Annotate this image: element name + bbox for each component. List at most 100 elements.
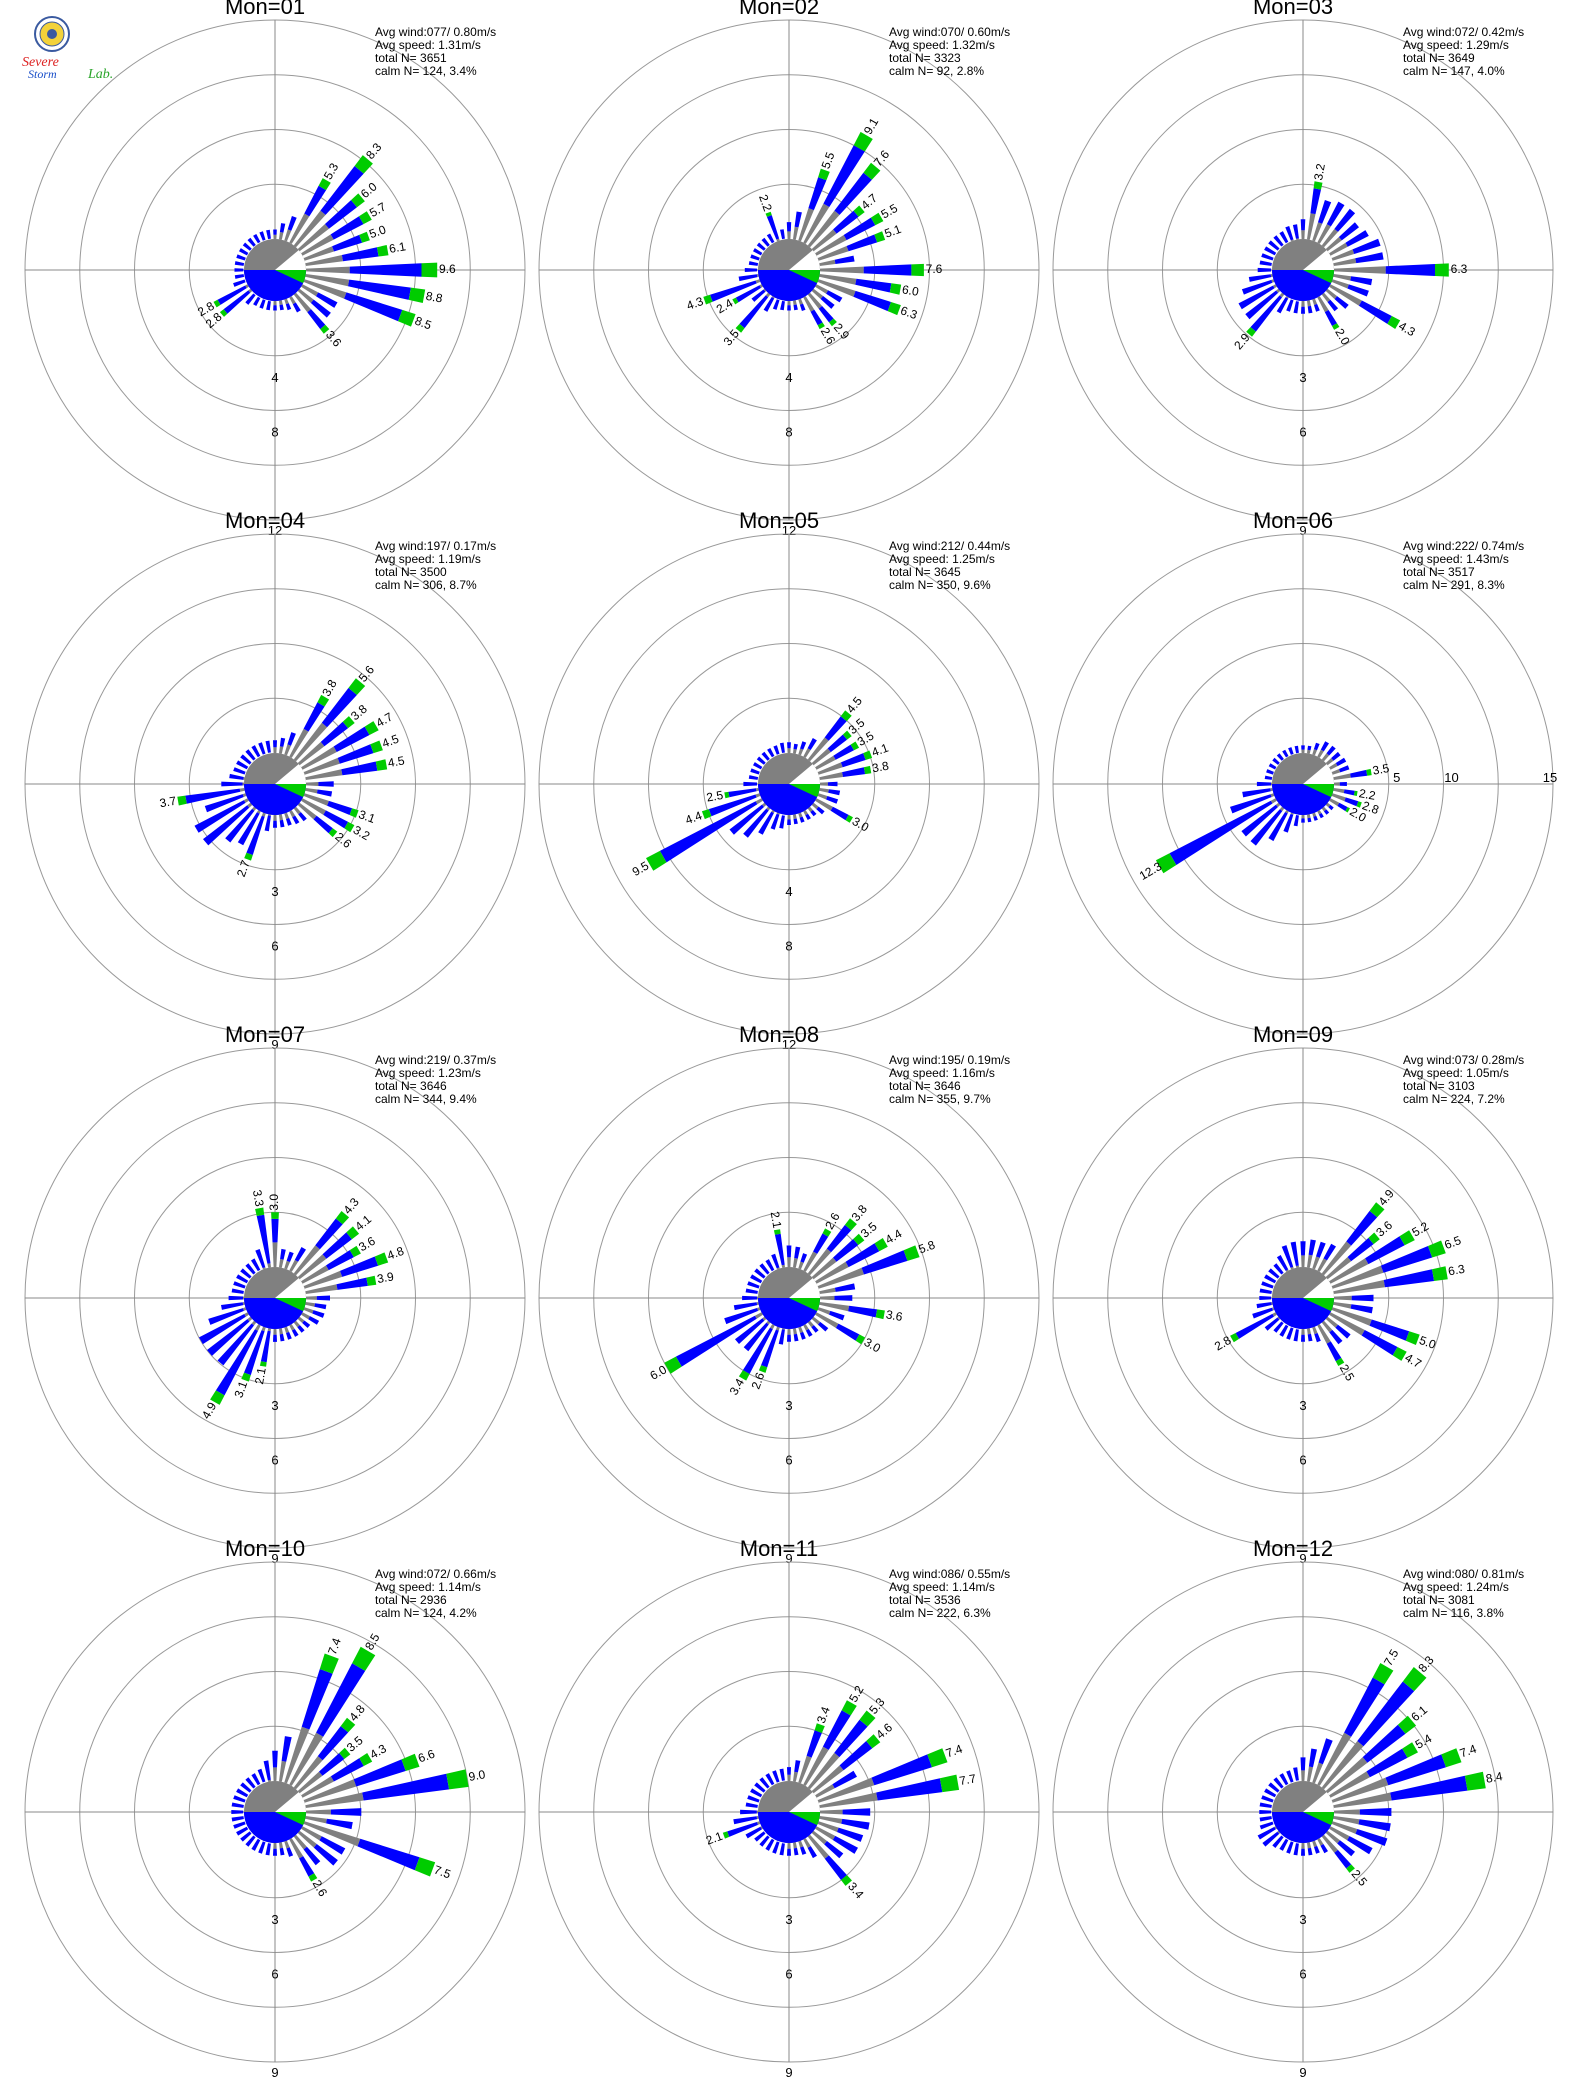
bar-blue	[816, 806, 825, 815]
bar-green	[340, 1717, 356, 1733]
bar-value-label: 5.0	[367, 222, 388, 241]
ring-label: 8	[785, 425, 792, 440]
bar-blue	[743, 781, 757, 787]
bar-green	[219, 309, 228, 317]
bar-blue	[240, 1782, 252, 1793]
bar-gray	[279, 746, 284, 754]
bar-green	[374, 1252, 389, 1266]
bar-blue	[1365, 1236, 1405, 1265]
bar-blue	[321, 687, 357, 728]
bar-gray	[242, 782, 244, 786]
bar-blue	[308, 1316, 320, 1325]
bar-blue	[1346, 1210, 1378, 1246]
bar-value-label: 7.7	[958, 1771, 977, 1788]
bar-gray	[1307, 1842, 1311, 1849]
bar-value-label: 6.5	[1442, 1233, 1463, 1252]
stat-line: total N= 3649	[1403, 51, 1475, 65]
stat-line: Avg wind:072/ 0.42m/s	[1403, 25, 1524, 39]
bar-gray	[267, 1779, 271, 1782]
bar-gray	[1325, 802, 1331, 808]
bar-value-label: 5.5	[879, 201, 901, 222]
bar-blue	[811, 1325, 819, 1333]
bar-gray	[293, 1320, 300, 1328]
bar-gray	[1290, 239, 1294, 242]
ring-label: 3	[1299, 370, 1306, 385]
bar-gray	[1321, 228, 1338, 248]
calm-blue-sector	[1272, 784, 1334, 815]
bar-blue	[320, 166, 364, 215]
bar-blue	[303, 1846, 321, 1866]
bar-value-label: 4.7	[374, 709, 396, 730]
bar-blue	[292, 815, 300, 825]
bar-value-label: 5.7	[367, 199, 389, 220]
bar-blue	[750, 1274, 763, 1284]
bar-blue	[1273, 1321, 1284, 1333]
bar-gray	[289, 1259, 299, 1272]
bar-blue	[1380, 1246, 1433, 1273]
bar-value-label: 6.0	[901, 282, 920, 299]
bar-blue	[1261, 1281, 1274, 1289]
stat-line: calm N= 355, 9.7%	[889, 1092, 991, 1106]
bar-blue	[357, 1838, 420, 1871]
bar-blue	[1293, 1767, 1299, 1781]
bar-green	[344, 821, 355, 833]
bar-blue	[750, 768, 760, 775]
bar-blue	[257, 1768, 266, 1783]
bar-gray	[756, 788, 759, 792]
ring-label: 6	[1299, 1967, 1306, 1982]
bar-gray	[819, 1792, 878, 1808]
bar-gray	[1331, 249, 1355, 261]
bar-gray	[1333, 258, 1357, 266]
bar-gray	[756, 1816, 759, 1820]
bar-gray	[803, 1746, 829, 1786]
bar-blue	[1259, 1816, 1272, 1822]
calm-white-sector	[275, 1278, 306, 1298]
bar-gray	[817, 762, 843, 775]
bar-blue	[341, 761, 378, 776]
bar-blue	[259, 231, 266, 241]
bar-blue	[1347, 284, 1369, 297]
bar-blue	[1169, 800, 1273, 865]
calm-center	[244, 753, 306, 815]
bar-blue	[1276, 753, 1284, 761]
bar-blue	[240, 1831, 252, 1842]
bar-blue	[337, 744, 374, 764]
bar-value-label: 2.2	[756, 193, 775, 214]
bar-gray	[1329, 242, 1348, 256]
bar-blue	[750, 254, 760, 261]
bar-gray	[1325, 758, 1334, 766]
bar-gray	[803, 203, 830, 244]
bar-gray	[1271, 279, 1275, 283]
bar-blue	[298, 812, 307, 822]
bar-green	[722, 1831, 730, 1839]
calm-white-sector	[1303, 1792, 1334, 1812]
ring-label: 9	[1299, 1551, 1306, 1566]
bar-blue	[780, 300, 785, 311]
bar-blue	[832, 1835, 858, 1854]
bar-blue	[313, 1844, 338, 1866]
logo-line3: Lab.	[87, 67, 113, 82]
bar-blue	[233, 279, 246, 287]
bar-blue	[772, 1770, 780, 1783]
calm-blue-sector	[244, 784, 306, 815]
bar-gray	[279, 232, 284, 240]
bar-gray	[301, 1265, 329, 1284]
bar-green	[724, 791, 730, 799]
lab-logo: Severe Storm Lab.	[18, 14, 138, 84]
logo-line1: Severe	[22, 55, 59, 70]
bar-blue	[1245, 290, 1279, 320]
bar-blue	[245, 1835, 256, 1847]
panel-title: Mon=06	[1253, 508, 1333, 533]
bar-blue	[739, 295, 769, 329]
bar-blue	[322, 1232, 352, 1259]
bar-blue	[236, 1274, 249, 1284]
calm-blue-sector	[758, 1298, 820, 1329]
bar-blue	[1383, 1269, 1435, 1288]
bar-gray	[273, 815, 277, 821]
bar-blue	[1282, 749, 1289, 758]
bar-blue	[233, 1821, 246, 1829]
bar-blue	[1308, 1239, 1316, 1256]
bar-blue	[1268, 763, 1277, 770]
bar-blue	[228, 1295, 243, 1301]
bar-blue	[330, 216, 364, 240]
